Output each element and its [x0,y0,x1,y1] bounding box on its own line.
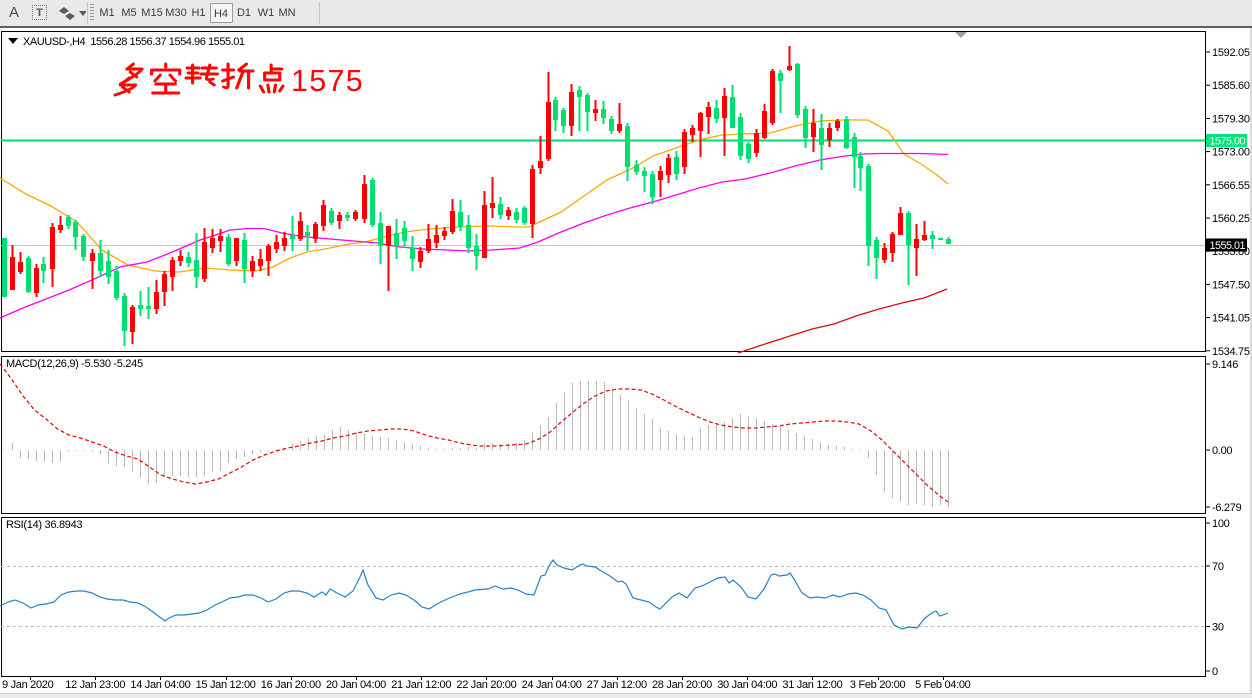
svg-text:27 Jan 12:00: 27 Jan 12:00 [587,679,647,691]
svg-text:9 Jan 2020: 9 Jan 2020 [2,679,54,691]
svg-text:1573.00: 1573.00 [1212,147,1250,159]
svg-text:5 Feb 04:00: 5 Feb 04:00 [915,679,971,691]
svg-text:1555.01: 1555.01 [1210,240,1246,252]
svg-text:XAUUSD-,H4 1556.28 1556.37 15: XAUUSD-,H4 1556.28 1556.37 1554.96 1555.… [23,36,245,48]
svg-text:16 Jan 20:00: 16 Jan 20:00 [261,679,321,691]
svg-text:1579.30: 1579.30 [1212,113,1250,125]
svg-text:14 Jan 04:00: 14 Jan 04:00 [130,679,190,691]
svg-text:3 Feb 20:00: 3 Feb 20:00 [850,679,906,691]
svg-text:MACD(12,26,9) -5.530 -5.245: MACD(12,26,9) -5.530 -5.245 [6,358,143,370]
svg-text:12 Jan 23:00: 12 Jan 23:00 [65,679,125,691]
svg-text:9.146: 9.146 [1212,359,1238,371]
svg-text:1592.05: 1592.05 [1212,47,1250,59]
svg-text:1560.25: 1560.25 [1212,213,1250,225]
svg-text:1575.00: 1575.00 [1210,136,1246,148]
svg-text:30 Jan 04:00: 30 Jan 04:00 [717,679,777,691]
svg-text:1534.75: 1534.75 [1212,346,1250,358]
svg-text:15 Jan 12:00: 15 Jan 12:00 [196,679,256,691]
svg-text:RSI(14) 36.8943: RSI(14) 36.8943 [6,519,82,531]
svg-text:-6.279: -6.279 [1212,502,1242,514]
svg-text:1547.50: 1547.50 [1212,279,1250,291]
svg-text:1566.55: 1566.55 [1212,180,1250,192]
svg-text:1541.05: 1541.05 [1212,313,1250,325]
svg-text:1575: 1575 [291,64,364,98]
svg-text:24 Jan 04:00: 24 Jan 04:00 [522,679,582,691]
svg-text:30: 30 [1212,622,1224,634]
svg-text:28 Jan 20:00: 28 Jan 20:00 [652,679,712,691]
svg-text:70: 70 [1212,561,1224,573]
svg-text:100: 100 [1212,518,1230,530]
svg-text:31 Jan 12:00: 31 Jan 12:00 [782,679,842,691]
svg-text:22 Jan 20:00: 22 Jan 20:00 [456,679,516,691]
svg-text:0: 0 [1212,666,1218,678]
svg-text:20 Jan 04:00: 20 Jan 04:00 [326,679,386,691]
svg-text:1585.60: 1585.60 [1212,80,1250,92]
svg-text:0.00: 0.00 [1212,445,1232,457]
svg-text:21 Jan 12:00: 21 Jan 12:00 [391,679,451,691]
